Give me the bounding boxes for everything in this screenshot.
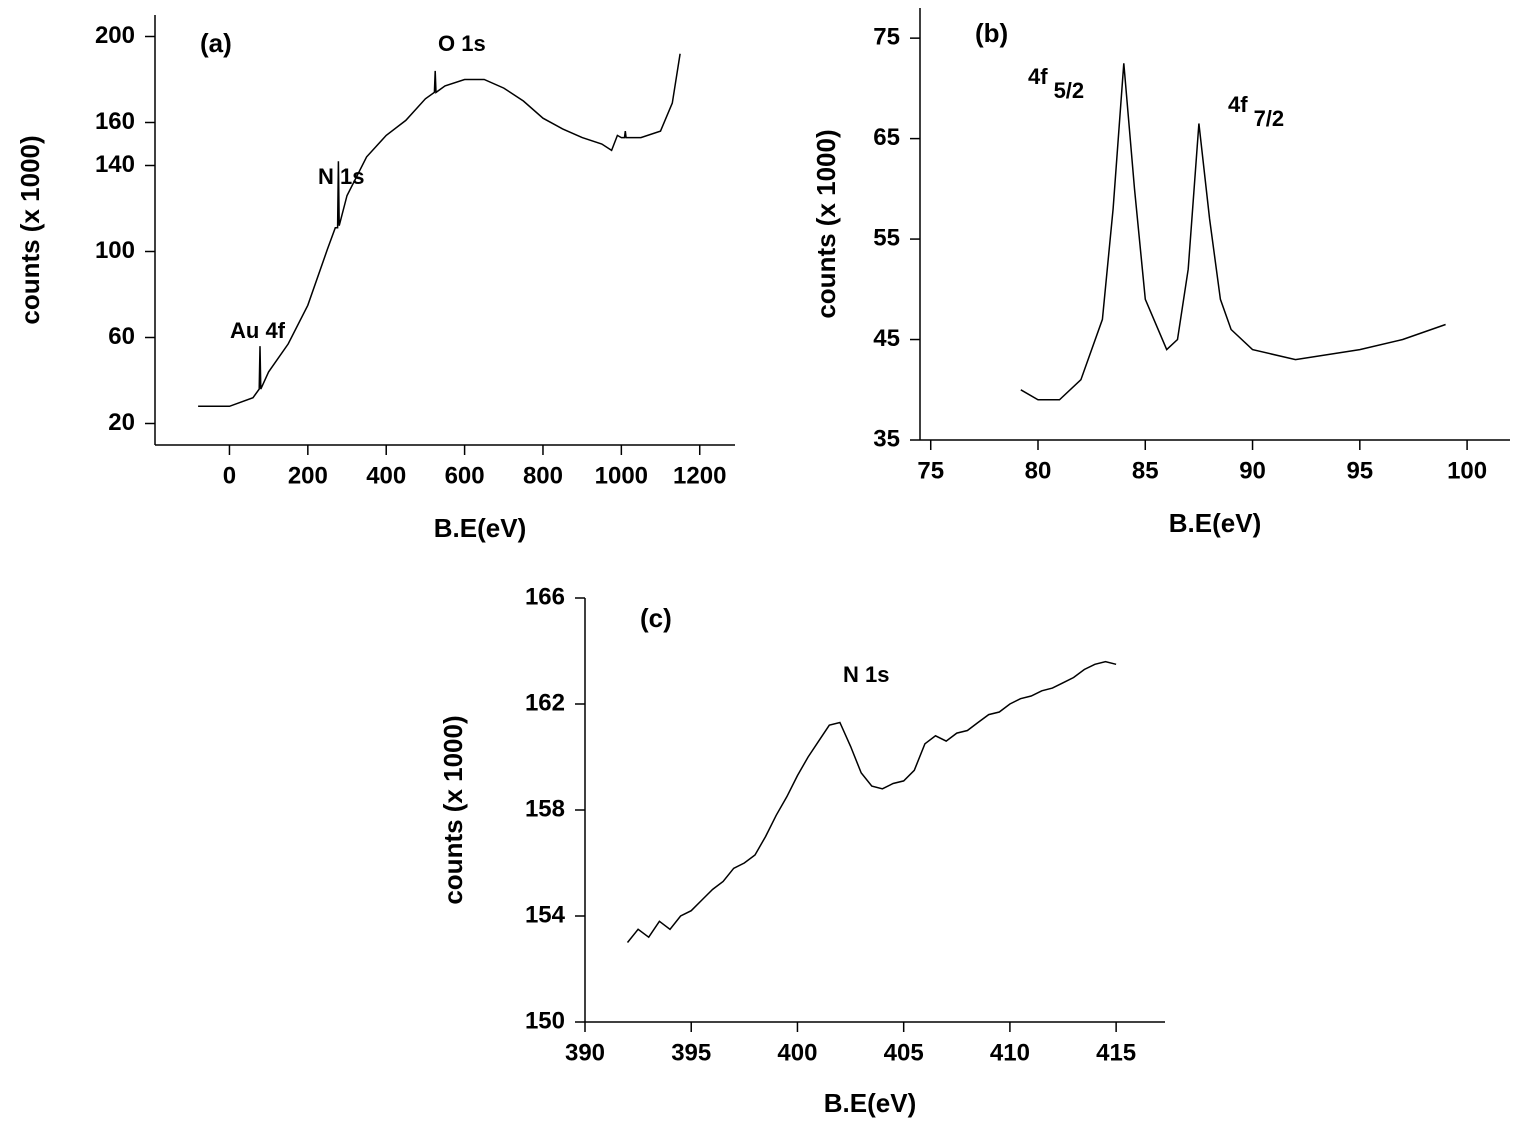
x-tick-label: 95 — [1346, 457, 1373, 484]
x-tick-label: 390 — [565, 1039, 605, 1066]
annotation: Au 4f — [230, 318, 286, 343]
annotation: 4f5/2 — [1028, 64, 1084, 103]
x-tick-label: 80 — [1025, 457, 1052, 484]
x-tick-label: 405 — [884, 1039, 924, 1066]
annotation-subscript: 5/2 — [1054, 78, 1085, 103]
annotation-text: O 1s — [438, 31, 486, 56]
y-tick-label: 55 — [873, 224, 900, 251]
y-tick-label: 162 — [525, 689, 565, 716]
annotation: O 1s — [438, 31, 486, 56]
y-tick-label: 45 — [873, 325, 900, 352]
y-tick-label: 154 — [525, 901, 566, 928]
x-tick-label: 90 — [1239, 457, 1266, 484]
panel-label: (b) — [975, 18, 1008, 48]
x-tick-label: 75 — [917, 457, 944, 484]
x-tick-label: 800 — [523, 462, 563, 489]
y-tick-label: 160 — [95, 108, 135, 135]
y-axis-label: counts (x 1000) — [811, 129, 841, 318]
x-tick-label: 410 — [990, 1039, 1030, 1066]
annotation-text: Au 4f — [230, 318, 286, 343]
y-tick-label: 60 — [108, 323, 135, 350]
x-axis-label: B.E(eV) — [434, 513, 526, 543]
x-tick-label: 85 — [1132, 457, 1159, 484]
data-line — [626, 660, 1117, 943]
x-tick-label: 400 — [366, 462, 406, 489]
y-tick-label: 158 — [525, 795, 565, 822]
annotation: 4f7/2 — [1228, 92, 1284, 131]
x-tick-label: 1000 — [595, 462, 648, 489]
panel: 150 154 158 162 166 390 395 400 405 410 415 B.E(eV)… — [438, 583, 1165, 1118]
annotation-text: N 1s — [843, 662, 889, 687]
x-tick-label: 100 — [1447, 457, 1487, 484]
x-tick-label: 1200 — [673, 462, 726, 489]
annotation-text: 4f — [1228, 92, 1248, 117]
annotation-text: 4f — [1028, 64, 1048, 89]
y-tick-label: 200 — [95, 22, 135, 49]
data-line — [198, 53, 681, 408]
data-line — [1020, 63, 1446, 401]
x-tick-label: 395 — [671, 1039, 711, 1066]
panel-label: (c) — [640, 603, 672, 633]
x-tick-label: 0 — [223, 462, 236, 489]
x-tick-label: 415 — [1096, 1039, 1136, 1066]
y-tick-label: 150 — [525, 1007, 565, 1034]
x-axis-label: B.E(eV) — [824, 1088, 916, 1118]
panel-label: (a) — [200, 28, 232, 58]
y-tick-label: 140 — [95, 151, 135, 178]
y-tick-label: 75 — [873, 23, 900, 50]
x-axis-label: B.E(eV) — [1169, 508, 1261, 538]
y-tick-label: 65 — [873, 124, 900, 151]
y-axis-label: counts (x 1000) — [438, 715, 468, 904]
x-tick-label: 200 — [288, 462, 328, 489]
annotation-subscript: 7/2 — [1254, 106, 1285, 131]
y-tick-label: 35 — [873, 425, 900, 452]
x-tick-label: 600 — [445, 462, 485, 489]
panel: 35 45 55 65 75 75 80 85 90 95 100 B.E(eV) counts (x … — [811, 8, 1510, 538]
annotation: N 1s — [843, 662, 889, 687]
panel: 20 60 100 140 160 200 0 200 400 600 800 1000 1200 B.E… — [15, 15, 735, 543]
y-tick-label: 166 — [525, 583, 565, 610]
y-axis-label: counts (x 1000) — [15, 135, 45, 324]
y-tick-label: 100 — [95, 237, 135, 264]
x-tick-label: 400 — [777, 1039, 817, 1066]
y-tick-label: 20 — [108, 409, 135, 436]
